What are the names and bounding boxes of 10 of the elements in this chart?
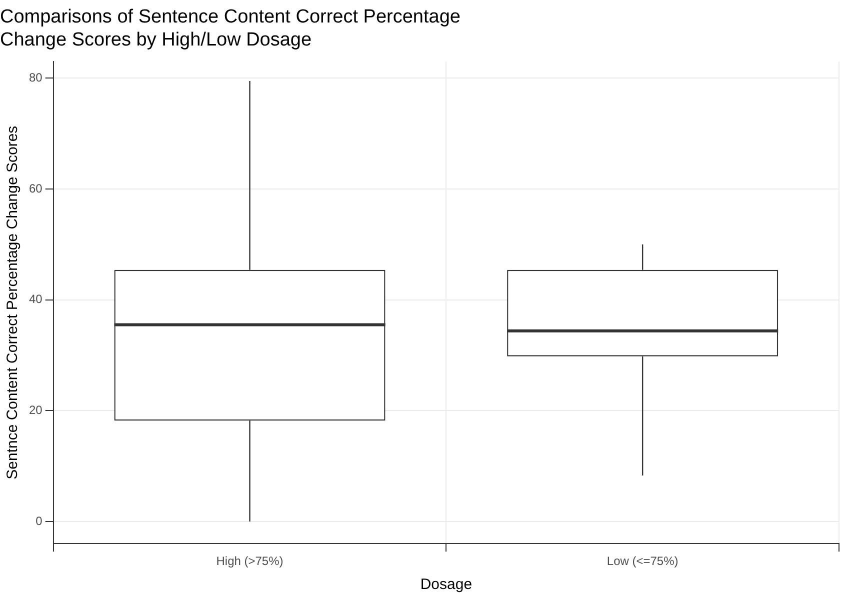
y-tick-label: 40 xyxy=(28,292,43,306)
y-tick-label: 20 xyxy=(28,402,43,417)
y-tick-label: 60 xyxy=(28,181,43,196)
x-tick-label: High (>75%) xyxy=(216,554,284,568)
chart-title: Comparisons of Sentence Content Correct Percentage Change Scores by High/Low Dosage xyxy=(0,6,460,50)
y-tick-label: 0 xyxy=(36,514,43,528)
x-tick-label: Low (<=75%) xyxy=(606,554,678,568)
x-axis-title: Dosage xyxy=(420,576,472,594)
y-tick-label: 80 xyxy=(28,70,43,85)
y-axis-title: Sentnce Content Correct Percentage Change Scores xyxy=(4,126,22,480)
